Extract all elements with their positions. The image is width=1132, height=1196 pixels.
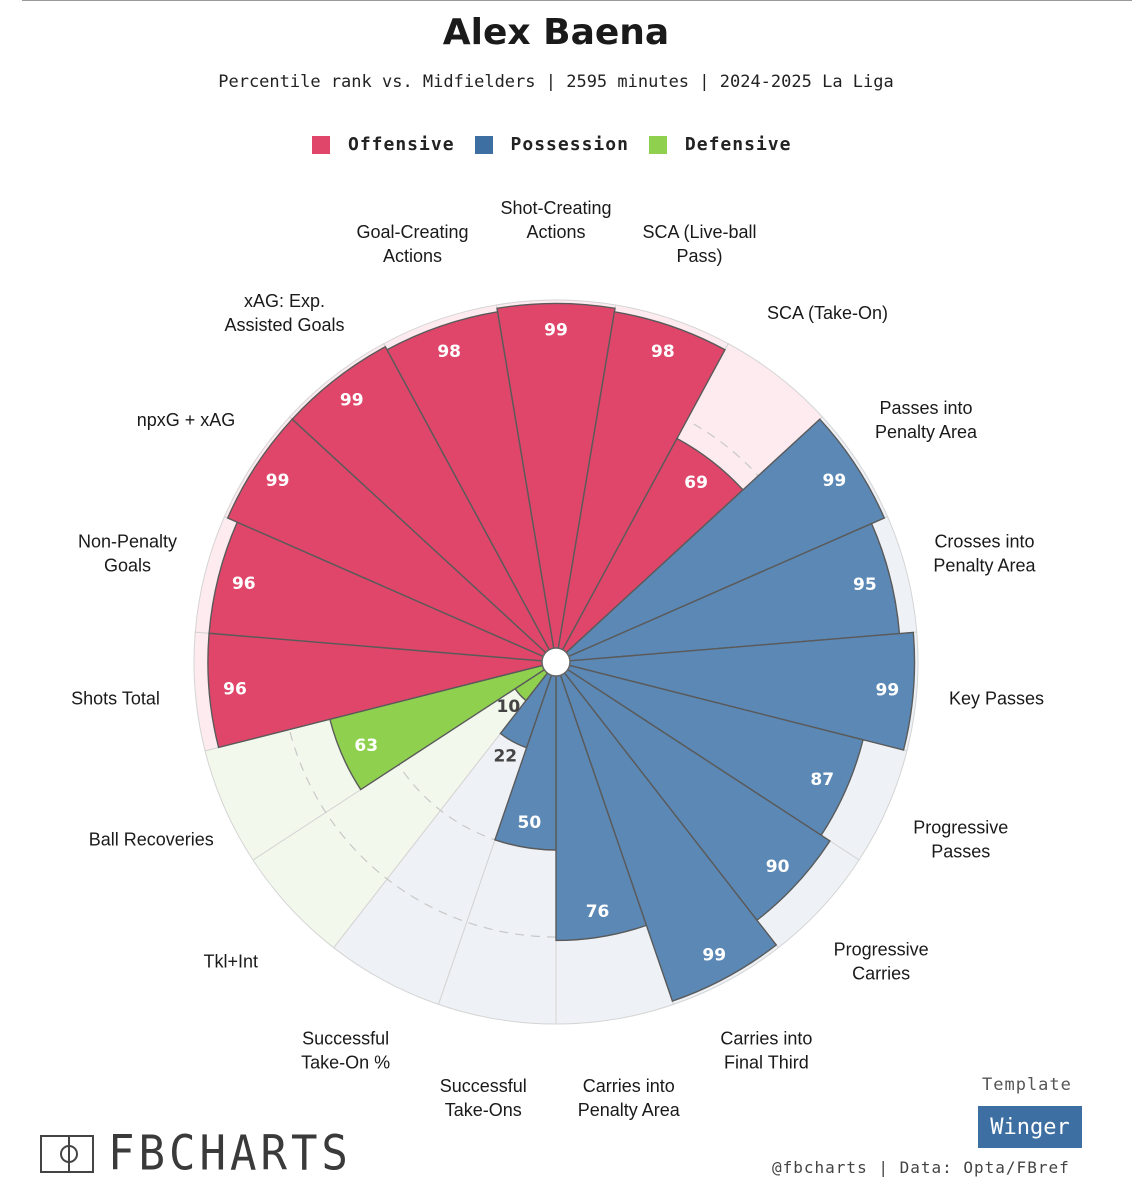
metric-label: Actions <box>383 246 442 266</box>
top-border <box>22 0 1132 4</box>
value-label: 10 <box>496 697 520 717</box>
metric-label: Ball Recoveries <box>89 830 214 850</box>
pitch-logo-icon <box>40 1134 94 1173</box>
template-badge: Winger <box>978 1106 1082 1148</box>
chart-subtitle: Percentile rank vs. Midfielders | 2595 m… <box>218 72 894 92</box>
metric-label: Crosses into <box>934 531 1034 551</box>
metric-label: Pass) <box>677 246 723 266</box>
data-credit: @fbcharts | Data: Opta/FBref <box>772 1158 1070 1177</box>
metric-label: Take-Ons <box>445 1100 522 1120</box>
metric-label: Take-On % <box>301 1053 390 1073</box>
metric-label: Progressive <box>913 818 1008 838</box>
metric-label: Tkl+Int <box>204 951 259 971</box>
metric-label: Key Passes <box>949 689 1044 709</box>
value-label: 96 <box>223 680 247 700</box>
metric-label: Progressive <box>834 939 929 959</box>
value-label: 99 <box>266 471 290 491</box>
value-label: 99 <box>544 320 568 340</box>
value-label: 87 <box>810 770 834 790</box>
legend-label-offensive: Offensive <box>348 134 455 155</box>
metric-label: Penalty Area <box>933 555 1036 575</box>
metric-label: Assisted Goals <box>224 315 344 335</box>
metric-label: Shots Total <box>71 689 160 709</box>
template-label: Template <box>982 1075 1072 1095</box>
metric-label: Carries into <box>583 1076 675 1096</box>
metric-label: Successful <box>440 1076 527 1096</box>
metric-label: Final Third <box>724 1053 809 1073</box>
metric-label: Shot-Creating <box>500 198 611 218</box>
value-label: 98 <box>437 342 461 362</box>
value-label: 99 <box>340 391 364 411</box>
value-label: 69 <box>684 473 708 493</box>
value-label: 90 <box>766 857 790 877</box>
metric-label: SCA (Live-ball <box>642 222 756 242</box>
value-label: 99 <box>876 680 900 700</box>
metric-label: Goal-Creating <box>356 222 468 242</box>
value-label: 50 <box>517 813 541 833</box>
legend-label-defensive: Defensive <box>684 134 792 155</box>
metric-label: Goals <box>104 555 151 575</box>
metric-label: Penalty Area <box>578 1100 681 1120</box>
legend-swatch-defensive <box>648 135 667 154</box>
center-hole <box>541 647 571 677</box>
legend-item-defensive: Defensive <box>648 134 792 155</box>
value-label: 63 <box>354 736 378 756</box>
metric-label: SCA (Take-On) <box>767 303 888 323</box>
brand-name: FBCHARTS <box>108 1125 352 1182</box>
value-label: 76 <box>586 902 610 922</box>
fbcharts-brand: FBCHARTS <box>40 1125 352 1182</box>
metric-label: Carries into <box>720 1029 812 1049</box>
value-label: 22 <box>493 747 517 767</box>
legend-swatch-possession <box>474 135 493 154</box>
legend-item-offensive: Offensive <box>312 134 455 155</box>
legend-label-possession: Possession <box>510 134 629 155</box>
value-label: 99 <box>702 945 726 965</box>
metric-label: npxG + xAG <box>137 410 236 430</box>
metric-label: Penalty Area <box>875 422 978 442</box>
value-label: 99 <box>823 471 847 491</box>
value-label: 95 <box>853 575 877 595</box>
chart-title: Alex Baena <box>442 12 670 53</box>
legend-swatch-offensive <box>312 135 330 154</box>
metric-label: Successful <box>302 1029 389 1049</box>
value-label: 98 <box>651 342 675 362</box>
legend: Offensive Possession Defensive <box>312 134 811 155</box>
metric-label: xAG: Exp. <box>244 291 325 311</box>
metric-label: Passes <box>931 842 990 862</box>
metric-label: Passes into <box>879 398 972 418</box>
legend-item-possession: Possession <box>474 134 629 155</box>
metric-label: Non-Penalty <box>78 531 177 551</box>
metric-label: Carries <box>852 963 910 983</box>
metric-label: Actions <box>526 222 585 242</box>
value-label: 96 <box>232 574 256 594</box>
